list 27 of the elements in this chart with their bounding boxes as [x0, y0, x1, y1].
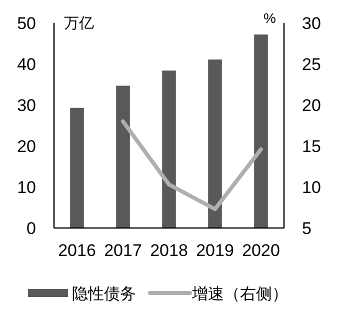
x-tick-label: 2016 [58, 241, 96, 260]
bar [208, 59, 222, 228]
x-tick-label: 2018 [150, 241, 188, 260]
y2-axis-title: % [264, 10, 276, 26]
y2-tick-label: 30 [302, 14, 321, 33]
bar [70, 108, 84, 228]
x-tick-label: 2019 [196, 241, 234, 260]
y2-tick-label: 15 [302, 137, 321, 156]
y-axis-title: 万亿 [64, 15, 94, 32]
legend-label: 增速（右侧） [191, 285, 288, 303]
line-series [121, 119, 263, 212]
y2-tick-label: 10 [302, 178, 321, 197]
y-tick-label: 0 [26, 219, 36, 238]
y-tick-label: 30 [17, 96, 36, 115]
y2-tick-label: 25 [302, 55, 321, 74]
y-tick-label: 10 [17, 178, 36, 197]
x-tick-label: 2017 [104, 241, 142, 260]
y-tick-label: 40 [17, 55, 36, 74]
y-tick-label: 20 [17, 137, 36, 156]
y-tick-label: 50 [17, 14, 36, 33]
legend-label: 隐性债务 [72, 286, 136, 303]
bar [254, 34, 268, 228]
y2-tick-label: 5 [302, 219, 312, 238]
bar [162, 70, 176, 228]
y2-tick-label: 20 [302, 96, 321, 115]
bar [116, 86, 130, 228]
x-tick-label: 2020 [242, 241, 280, 260]
